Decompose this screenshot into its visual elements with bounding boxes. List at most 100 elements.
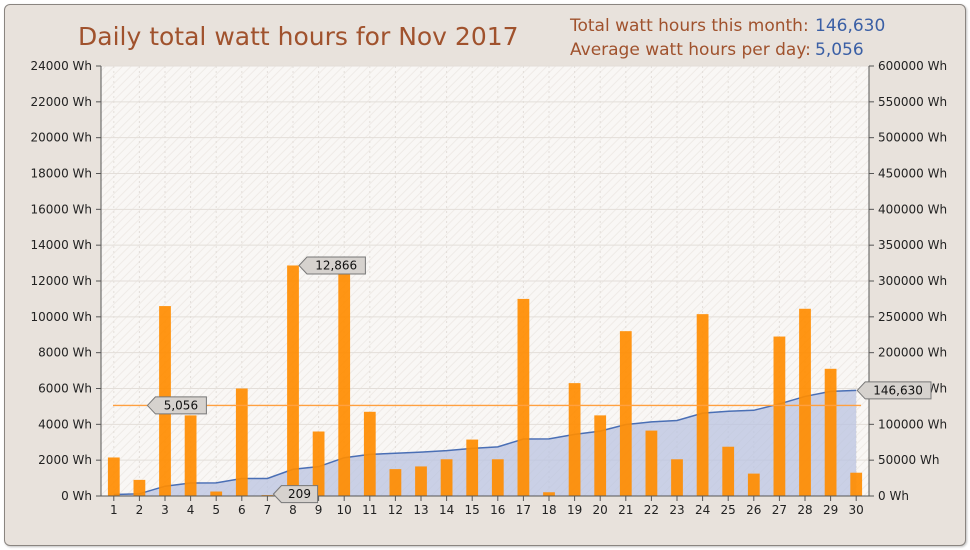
x-tick-label: 28	[797, 503, 812, 517]
bar-day-29	[824, 368, 837, 496]
x-tick-label: 22	[644, 503, 659, 517]
bar-day-6	[235, 388, 248, 496]
bar-day-18	[543, 492, 555, 496]
right-tick-label: 300000 Wh	[878, 274, 947, 288]
callouts: 12,866 5,056 209 146,630	[146, 256, 932, 504]
left-tick-label: 20000 Wh	[31, 131, 92, 145]
average-callout-text: 5,056	[164, 398, 198, 412]
average-watt-hours-value: 5,056	[815, 40, 864, 60]
right-tick-label: 200000 Wh	[878, 346, 947, 360]
max-bar-callout: 12,866	[298, 256, 366, 275]
bar-day-12	[389, 469, 402, 496]
x-tick-label: 30	[849, 503, 864, 517]
left-tick-label: 10000 Wh	[31, 310, 92, 324]
left-tick-label: 8000 Wh	[38, 346, 92, 360]
bar-day-15	[466, 439, 479, 496]
bar-day-14	[440, 459, 453, 496]
bar-day-21	[619, 331, 632, 496]
min-bar-callout: 209	[272, 485, 319, 504]
left-tick-label: 22000 Wh	[31, 95, 92, 109]
left-tick-label: 16000 Wh	[31, 202, 92, 216]
average-callout-box	[146, 396, 207, 415]
bar-day-5	[210, 491, 223, 496]
right-tick-label: 600000 Wh	[878, 59, 947, 73]
bar-day-25	[722, 446, 735, 496]
x-tick-label: 10	[337, 503, 352, 517]
left-tick-label: 2000 Wh	[38, 453, 92, 467]
total-watt-hours-value: 146,630	[815, 16, 885, 36]
bar-day-2	[133, 479, 146, 496]
left-tick-label: 14000 Wh	[31, 238, 92, 252]
x-tick-label: 9	[315, 503, 323, 517]
bar-day-22	[645, 430, 658, 496]
chart-title: Daily total watt hours for Nov 2017	[78, 22, 519, 51]
x-tick-label: 8	[289, 503, 297, 517]
x-tick-label: 3	[161, 503, 169, 517]
bar-day-17	[517, 298, 530, 496]
bar-day-1	[107, 457, 120, 496]
left-tick-label: 12000 Wh	[31, 274, 92, 288]
x-tick-label: 6	[238, 503, 246, 517]
right-tick-label: 350000 Wh	[878, 238, 947, 252]
x-tick-label: 13	[413, 503, 428, 517]
x-tick-label: 15	[465, 503, 480, 517]
bar-day-19	[568, 383, 581, 496]
average-callout: 5,056	[146, 396, 207, 415]
x-tick-label: 14	[439, 503, 454, 517]
bar-day-9	[312, 431, 325, 496]
left-tick-label: 4000 Wh	[38, 417, 92, 431]
right-tick-label: 400000 Wh	[878, 202, 947, 216]
right-tick-label: 0 Wh	[878, 489, 909, 503]
x-tick-label: 4	[187, 503, 195, 517]
bar-day-4	[184, 415, 197, 496]
cumulative-callout: 146,630	[856, 381, 932, 400]
grid-lines	[101, 65, 869, 497]
x-tick-label: 24	[695, 503, 710, 517]
bar-day-20	[594, 415, 607, 496]
cumulative-callout-box	[856, 381, 932, 400]
left-tick-label: 18000 Wh	[31, 167, 92, 181]
bar-day-11	[363, 411, 376, 496]
x-tick-label: 19	[567, 503, 582, 517]
bar-day-28	[799, 308, 811, 496]
bar-day-27	[773, 336, 786, 496]
axes: 0 Wh 2000 Wh 4000 Wh 6000 Wh 8000 Wh 10000 Wh…	[31, 59, 948, 517]
x-tick-label: 23	[669, 503, 684, 517]
left-tick-label: 0 Wh	[61, 489, 92, 503]
right-tick-label: 500000 Wh	[878, 131, 947, 145]
chart-frame: 0 Wh 2000 Wh 4000 Wh 6000 Wh 8000 Wh 10000 Wh…	[4, 4, 966, 546]
bar-day-30	[850, 472, 863, 496]
x-tick-label: 2	[136, 503, 144, 517]
x-tick-label: 12	[388, 503, 403, 517]
left-tick-label: 6000 Wh	[38, 382, 92, 396]
total-watt-hours-label: Total watt hours this month:	[569, 16, 809, 36]
x-tick-label: 11	[362, 503, 377, 517]
x-tick-label: 5	[212, 503, 220, 517]
bar-day-10	[338, 272, 351, 496]
left-tick-label: 24000 Wh	[31, 59, 92, 73]
cumulative-callout-text: 146,630	[873, 383, 923, 397]
x-tick-label: 16	[490, 503, 505, 517]
bar-day-16	[491, 459, 504, 496]
cumulative-area	[113, 390, 857, 496]
bar-day-23	[671, 459, 683, 496]
average-watt-hours-label: Average watt hours per day:	[570, 40, 811, 60]
x-tick-label: 1	[110, 503, 118, 517]
min-bar-callout-box	[272, 485, 319, 504]
daily-bars	[107, 265, 863, 496]
bar-day-8	[287, 265, 299, 496]
right-tick-label: 100000 Wh	[878, 417, 947, 431]
max-bar-callout-box	[298, 256, 366, 275]
right-tick-label: 250000 Wh	[878, 310, 947, 324]
right-tick-label: 450000 Wh	[878, 167, 947, 181]
x-tick-label: 27	[772, 503, 787, 517]
bar-day-26	[747, 473, 760, 496]
right-tick-label: 50000 Wh	[878, 453, 939, 467]
x-tick-label: 25	[721, 503, 736, 517]
x-tick-label: 17	[516, 503, 531, 517]
min-bar-callout-text: 209	[288, 487, 311, 501]
right-tick-label: 550000 Wh	[878, 95, 947, 109]
x-tick-label: 7	[264, 503, 272, 517]
chart-svg: 0 Wh 2000 Wh 4000 Wh 6000 Wh 8000 Wh 10000 Wh…	[31, 16, 948, 517]
x-tick-label: 18	[541, 503, 556, 517]
